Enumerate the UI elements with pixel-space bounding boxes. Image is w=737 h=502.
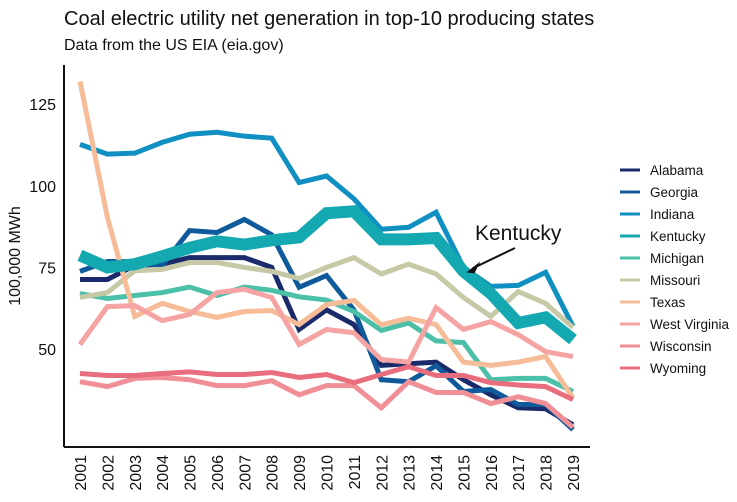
x-tick-label: 2012 — [374, 455, 391, 491]
x-tick-label: 2005 — [183, 455, 200, 491]
chart-subtitle: Data from the US EIA (eia.gov) — [64, 37, 284, 54]
y-axis-label: 100,000 MWh — [7, 206, 24, 306]
x-tick-label: 2015 — [456, 455, 473, 491]
legend-label: Indiana — [650, 207, 695, 222]
legend-label: Missouri — [650, 273, 700, 288]
x-tick-label: 2016 — [484, 455, 501, 491]
x-tick-label: 2019 — [566, 455, 583, 491]
legend-label: Texas — [650, 295, 686, 310]
series-line-kentucky — [77, 205, 577, 345]
x-tick-label: 2011 — [347, 455, 364, 490]
legend-label: West Virginia — [650, 317, 730, 332]
annotation-arrowhead — [466, 261, 481, 274]
x-tick-label: 2007 — [237, 455, 254, 491]
annotation-arrow — [472, 247, 516, 270]
x-tick-label: 2006 — [210, 455, 227, 491]
x-tick-label: 2010 — [320, 455, 337, 491]
x-tick-label: 2008 — [265, 455, 282, 491]
legend-label: Kentucky — [650, 229, 706, 244]
series-line-missouri — [79, 254, 575, 330]
x-tick-label: 2013 — [402, 455, 419, 491]
y-tick-label: 50 — [38, 342, 56, 359]
series-line-wisconsin — [79, 374, 575, 430]
series-line-georgia — [79, 216, 575, 432]
x-tick-label: 2001 — [73, 455, 90, 491]
x-tick-label: 2004 — [155, 455, 172, 491]
series-line-michigan — [79, 284, 575, 394]
legend-label: Michigan — [650, 251, 704, 266]
legend-label: Wyoming — [650, 361, 706, 376]
legend-label: Wisconsin — [650, 339, 712, 354]
chart-title: Coal electric utility net generation in … — [64, 8, 595, 30]
y-tick-label: 100 — [29, 179, 56, 196]
x-tick-label: 2003 — [128, 455, 145, 491]
x-tick-label: 2017 — [511, 455, 528, 491]
x-tick-label: 2009 — [292, 455, 309, 491]
x-tick-label: 2018 — [539, 455, 556, 491]
series-line-wyoming — [79, 364, 575, 402]
y-tick-label: 125 — [29, 97, 56, 114]
x-tick-label: 2014 — [429, 455, 446, 491]
series-line-west-virginia — [77, 286, 574, 365]
series-line-texas — [77, 80, 576, 400]
legend-label: Georgia — [650, 185, 699, 200]
x-tick-label: 2002 — [100, 455, 117, 491]
y-tick-label: 75 — [38, 260, 56, 277]
annotation-label: Kentucky — [475, 222, 562, 245]
legend-label: Alabama — [650, 163, 704, 178]
